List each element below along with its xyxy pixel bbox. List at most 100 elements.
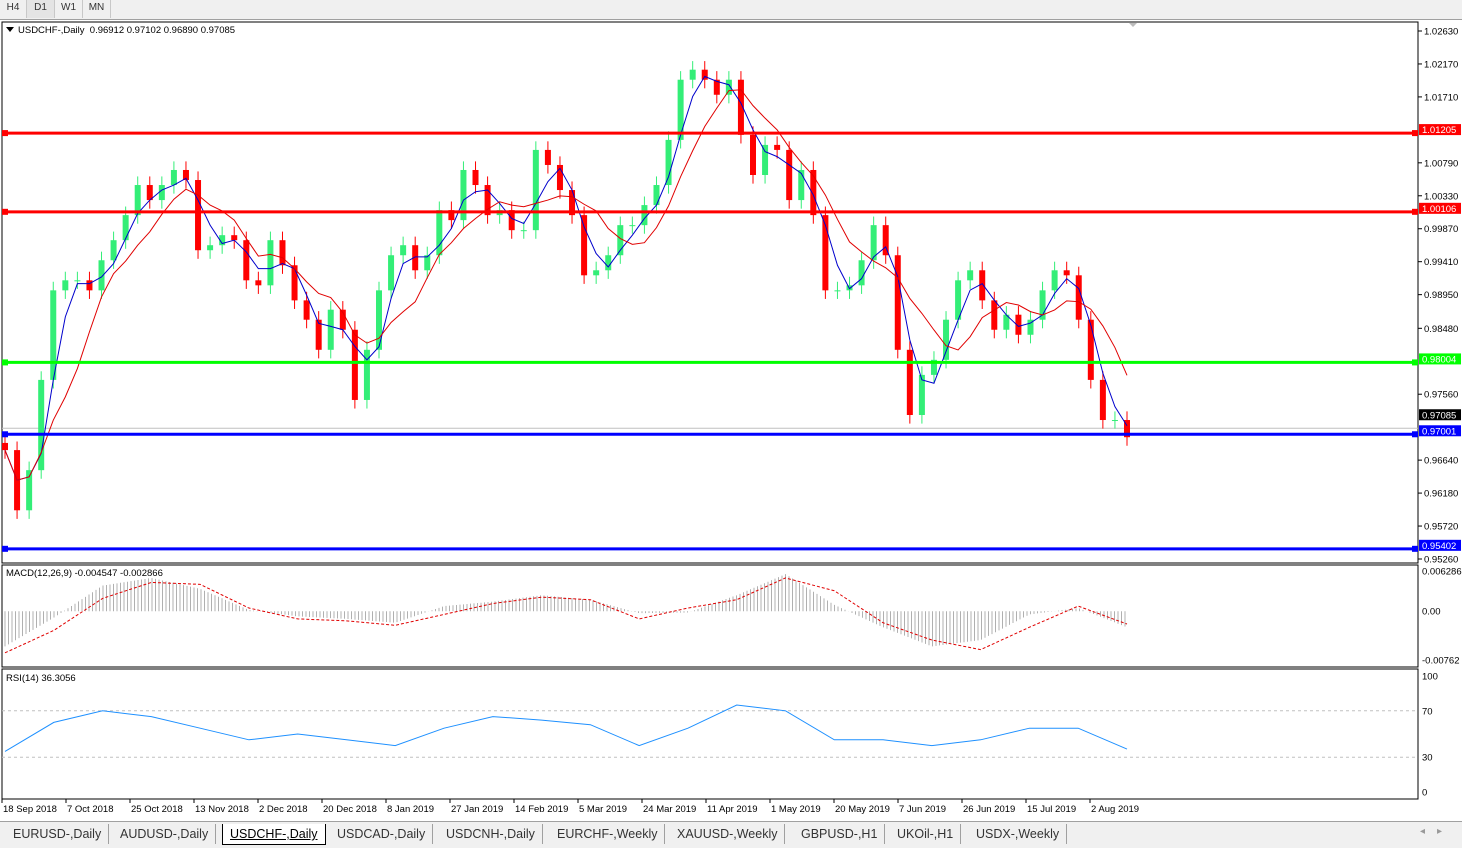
candle-body (388, 255, 395, 291)
candle-body (303, 300, 310, 320)
price-tick-label: 0.98480 (1424, 324, 1458, 335)
timeframe-d1[interactable]: D1 (27, 0, 55, 18)
timeframe-w1[interactable]: W1 (55, 0, 83, 18)
timeframe-toolbar: H4 D1 W1 MN (0, 0, 1462, 20)
date-tick-label: 24 Mar 2019 (643, 804, 696, 815)
date-tick-label: 13 Nov 2018 (195, 804, 249, 815)
rsi-label: RSI(14) 36.3056 (6, 673, 76, 684)
current-price-label: 0.97085 (1422, 410, 1456, 421)
date-tick-label: 8 Jan 2019 (387, 804, 434, 815)
tab-gbpusd[interactable]: GBPUSD-,H1 (794, 824, 886, 844)
macd-tick-label: -0.00762 (1422, 656, 1460, 667)
date-tick-label: 18 Sep 2018 (3, 804, 57, 815)
candle-body (810, 169, 817, 216)
candle-body (689, 69, 696, 80)
candle-body (762, 144, 769, 175)
tab-usdcad[interactable]: USDCAD-,Daily (330, 824, 434, 844)
level-price-label: 0.97001 (1422, 426, 1456, 437)
tab-xauusd[interactable]: XAUUSD-,Weekly (670, 824, 786, 844)
ohlc-values: 0.96912 0.97102 0.96890 0.97085 (89, 25, 236, 36)
current-price-tag (1419, 409, 1461, 421)
candle-body (774, 144, 781, 150)
level-handle (1412, 359, 1418, 366)
candle-body (1111, 420, 1118, 422)
date-tick-label: 25 Oct 2018 (131, 804, 183, 815)
candle-body (327, 309, 334, 350)
symbol-label: USDCHF-,Daily (18, 25, 85, 36)
candle-body (472, 169, 479, 186)
price-tick-label: 0.97560 (1424, 390, 1458, 401)
candle-body (750, 134, 756, 175)
chart-tabs: EURUSD-,Daily AUDUSD-,Daily USDCHF-,Dail… (0, 821, 1462, 848)
tab-usdx[interactable]: USDX-,Weekly (969, 824, 1068, 844)
candle-body (581, 215, 588, 276)
chart-header: USDCHF-,Daily 0.96912 0.97102 0.96890 0.… (6, 25, 235, 36)
tab-usdcnh[interactable]: USDCNH-,Daily (439, 824, 543, 844)
candle-body (400, 245, 407, 256)
timeframe-h4[interactable]: H4 (0, 0, 27, 18)
candle-body (219, 235, 226, 246)
candle-body (158, 185, 165, 201)
tab-eurchf[interactable]: EURCHF-,Weekly (550, 824, 666, 844)
level-handle (1412, 130, 1418, 137)
tab-scroll-arrows-icon[interactable]: ◂▸ (1419, 826, 1454, 837)
tab-usdchf[interactable]: USDCHF-,Daily (222, 824, 326, 845)
candle-body (1063, 270, 1070, 276)
level-handle (2, 208, 8, 215)
collapse-triangle-icon[interactable] (6, 27, 14, 32)
macd-signal-line (4, 577, 1128, 654)
price-tick-label: 1.00330 (1424, 191, 1458, 202)
candle-body (50, 290, 57, 380)
candle-body (713, 79, 720, 95)
candle-body (737, 79, 744, 135)
slow-moving-average-line (4, 89, 1128, 481)
candle-body (593, 270, 600, 276)
date-tick-label: 1 May 2019 (771, 804, 821, 815)
price-tick-label: 0.98950 (1424, 290, 1458, 301)
price-tick-label: 1.01710 (1424, 92, 1458, 103)
tab-audusd[interactable]: AUDUSD-,Daily (113, 824, 217, 844)
level-price-label: 0.95402 (1422, 541, 1456, 552)
fast-moving-average-line (4, 75, 1128, 481)
tab-eurusd[interactable]: EURUSD-,Daily (6, 824, 110, 844)
candle-body (725, 79, 732, 95)
candle-body (98, 260, 105, 291)
candle-body (110, 240, 117, 261)
candle-body (231, 235, 238, 241)
candle-body (315, 319, 322, 350)
level-handle (2, 359, 8, 366)
candle-body (906, 349, 913, 415)
candle-body (1039, 290, 1046, 320)
timeframe-mn[interactable]: MN (83, 0, 111, 18)
candle-body (665, 139, 672, 186)
macd-tick-label: 0.006286 (1422, 567, 1462, 578)
candle-body (1003, 314, 1010, 330)
candle-body (967, 270, 974, 281)
candle-body (641, 205, 648, 226)
candle-body (556, 164, 563, 191)
candle-body (122, 215, 129, 241)
date-tick-label: 7 Oct 2018 (67, 804, 113, 815)
macd-label: MACD(12,26,9) -0.004547 -0.002866 (6, 568, 163, 579)
candle-body (979, 270, 986, 301)
candle-body (243, 240, 250, 281)
candle-body (182, 169, 189, 181)
level-price-tag (1419, 202, 1461, 214)
rsi-tick-label: 30 (1422, 753, 1433, 764)
candle-body (2, 442, 8, 451)
date-tick-label: 20 May 2019 (835, 804, 890, 815)
price-tick-label: 0.95720 (1424, 522, 1458, 533)
main-panel-frame (1, 21, 1419, 564)
date-tick-label: 2 Aug 2019 (1091, 804, 1139, 815)
candle-body (544, 149, 551, 165)
candle-body (146, 185, 153, 201)
candle-body (629, 225, 636, 227)
level-handle (2, 130, 8, 137)
level-price-label: 1.00106 (1422, 204, 1456, 215)
tab-ukoil[interactable]: UKOil-,H1 (890, 824, 962, 844)
rsi-line (4, 704, 1128, 752)
candle-body (569, 190, 576, 216)
candle-body (62, 280, 69, 291)
level-handle (1412, 208, 1418, 215)
